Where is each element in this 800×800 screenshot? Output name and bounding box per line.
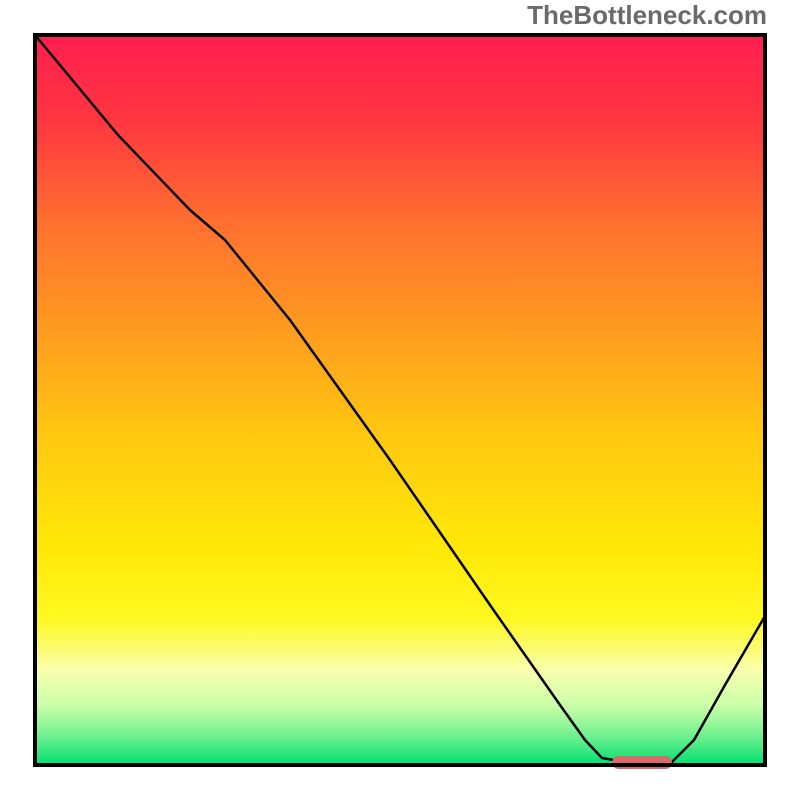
optimal-marker: [612, 756, 672, 769]
watermark: TheBottleneck.com: [527, 0, 767, 30]
bottleneck-chart: TheBottleneck.com: [0, 0, 800, 800]
plot-background: [35, 35, 765, 765]
